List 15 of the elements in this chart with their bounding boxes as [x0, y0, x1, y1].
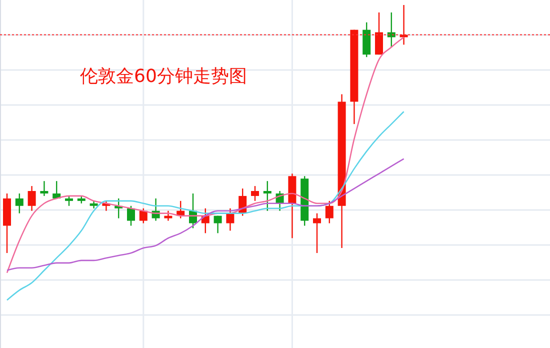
candlestick [15, 192, 24, 214]
text: 伦敦金60分钟走势图 [80, 66, 247, 87]
candlestick [313, 212, 321, 254]
candlestick [127, 205, 135, 226]
candlestick [214, 215, 222, 234]
candlestick [226, 208, 234, 232]
candlestick [263, 180, 272, 212]
candlestick [40, 180, 48, 197]
candlestick [28, 185, 36, 212]
candlestick [375, 12, 383, 56]
candlestick [164, 210, 172, 222]
candlestick [251, 185, 259, 202]
candlestick [65, 195, 73, 206]
candlestick [139, 208, 148, 224]
candlestick [325, 200, 334, 224]
